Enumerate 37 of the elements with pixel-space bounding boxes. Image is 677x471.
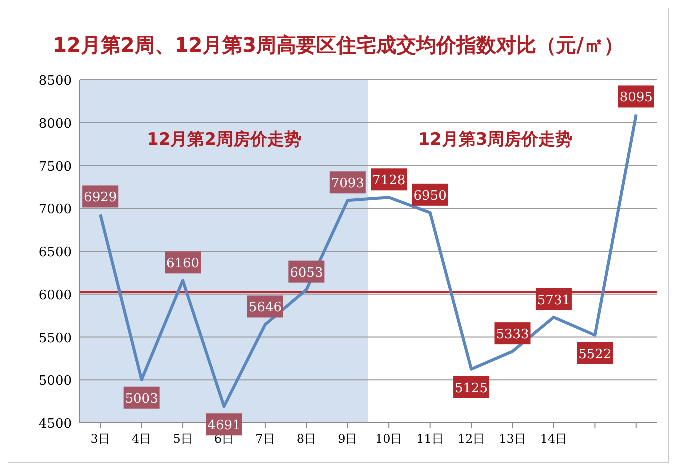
annotation: 12月第3周房价走势 <box>418 130 573 150</box>
data-label: 5333 <box>496 328 530 343</box>
x-tick-label: 9日 <box>338 432 358 446</box>
x-tick-label: 11日 <box>416 432 444 446</box>
data-label: 5731 <box>537 293 571 308</box>
data-label: 6950 <box>414 188 447 204</box>
x-tick-label: 10日 <box>375 432 403 446</box>
x-tick-label: 12日 <box>458 432 486 446</box>
data-label: 6160 <box>166 256 200 272</box>
y-tick-label: 6500 <box>38 246 72 260</box>
y-tick-label: 7500 <box>38 160 72 175</box>
data-label: 5646 <box>248 300 282 316</box>
x-tick-label: 7日 <box>256 432 276 446</box>
data-label: 8095 <box>620 90 653 106</box>
x-tick-label: 3日 <box>90 432 110 446</box>
y-tick-label: 5000 <box>38 374 72 390</box>
y-tick-label: 4500 <box>38 417 72 432</box>
x-tick-label: 14日 <box>540 432 568 446</box>
x-tick-label: 4日 <box>132 432 152 446</box>
chart-title: 12月第2周、12月第3周高要区住宅成交均价指数对比（元/㎡） <box>53 33 624 57</box>
y-tick-label: 7000 <box>38 202 72 218</box>
data-label: 5003 <box>125 392 158 407</box>
data-label: 6929 <box>84 190 118 206</box>
data-label: 4691 <box>208 418 241 434</box>
data-label: 7093 <box>331 176 364 192</box>
data-label: 5125 <box>454 381 488 396</box>
data-label: 6053 <box>290 266 324 281</box>
x-tick-label: 8日 <box>296 432 316 446</box>
x-tick-label: 13日 <box>499 432 526 446</box>
band-label: 12月第2周房价走势 <box>147 130 302 150</box>
x-tick-label: 5日 <box>173 432 193 446</box>
data-label: 5522 <box>578 347 612 362</box>
y-tick-label: 5500 <box>38 331 72 346</box>
y-tick-label: 8000 <box>38 116 72 132</box>
y-tick-label: 6000 <box>38 288 72 304</box>
y-tick-label: 8500 <box>38 74 72 89</box>
data-label: 7128 <box>372 174 406 189</box>
